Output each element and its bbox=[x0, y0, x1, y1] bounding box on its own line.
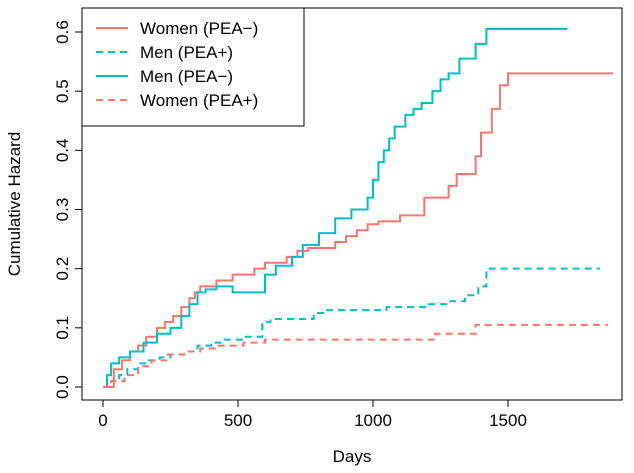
y-tick-label: 0.1 bbox=[53, 316, 72, 340]
x-tick-label: 1000 bbox=[354, 411, 392, 430]
y-axis-title: Cumulative Hazard bbox=[5, 132, 24, 277]
x-tick-label: 500 bbox=[224, 411, 252, 430]
x-axis-title: Days bbox=[333, 447, 372, 466]
y-tick-label: 0.0 bbox=[53, 375, 72, 399]
legend-label: Men (PEA+) bbox=[140, 43, 233, 62]
y-tick-label: 0.6 bbox=[53, 20, 72, 44]
y-tick-label: 0.3 bbox=[53, 198, 72, 222]
legend-label: Women (PEA−) bbox=[140, 19, 258, 38]
y-tick-label: 0.4 bbox=[53, 139, 72, 163]
series-line-2 bbox=[103, 28, 568, 388]
legend-box bbox=[81, 7, 305, 127]
x-tick-label: 1500 bbox=[489, 411, 527, 430]
series-line-3 bbox=[103, 323, 608, 388]
legend-label: Women (PEA+) bbox=[140, 91, 258, 110]
y-tick-label: 0.2 bbox=[53, 257, 72, 281]
legend-label: Men (PEA−) bbox=[140, 67, 233, 86]
y-tick-label: 0.5 bbox=[53, 79, 72, 103]
x-tick-label: 0 bbox=[98, 411, 107, 430]
plot-area bbox=[103, 28, 614, 388]
legend: Women (PEA−) Men (PEA+) Men (PEA−) Women (P… bbox=[81, 7, 305, 127]
axes: 0 500 1000 1500 0.0 0.1 0.2 0.3 0.4 0.5 0.6 bbox=[53, 7, 623, 430]
